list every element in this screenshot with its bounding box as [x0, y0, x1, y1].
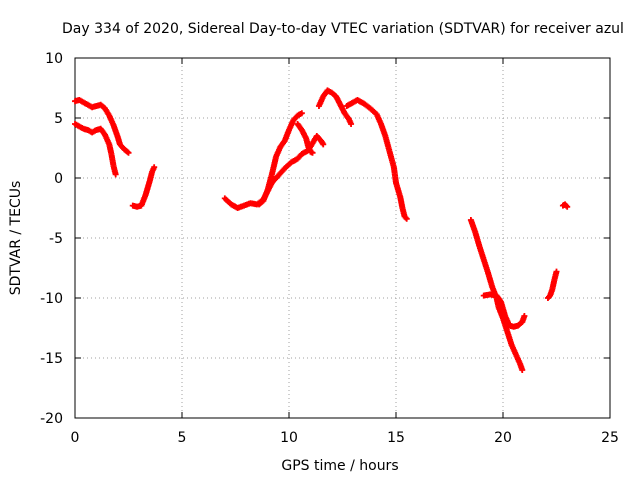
- data-point: [298, 110, 305, 117]
- series-arc-12: [559, 201, 571, 210]
- data-point: [125, 149, 132, 156]
- x-tick-label: 5: [178, 430, 187, 446]
- y-tick-label: 0: [54, 171, 63, 187]
- x-tick-label: 25: [601, 430, 619, 446]
- data-point: [124, 148, 131, 155]
- x-axis-label: GPS time / hours: [281, 458, 398, 474]
- series-arc-3: [129, 164, 158, 210]
- y-tick-label: 10: [45, 51, 63, 67]
- x-tick-label: 10: [280, 430, 298, 446]
- y-tick-label: -20: [40, 411, 63, 427]
- series-arc-5: [256, 110, 305, 208]
- y-axis-label: SDTVAR / TECUs: [8, 181, 24, 296]
- data-point: [309, 149, 316, 156]
- x-tick-label: 20: [494, 430, 512, 446]
- chart-title: Day 334 of 2020, Sidereal Day-to-day VTE…: [62, 21, 624, 37]
- data-point: [112, 171, 119, 178]
- x-tick-label: 0: [71, 430, 80, 446]
- data-point: [521, 313, 528, 319]
- series-arc-1: [72, 97, 132, 156]
- y-tick-label: -5: [49, 231, 63, 247]
- data-point: [553, 268, 560, 275]
- grid-lines: [75, 58, 610, 418]
- y-tick-label: 5: [54, 111, 63, 127]
- series-arc-8: [343, 97, 410, 222]
- series-arc-7: [315, 87, 355, 127]
- y-tick-label: -15: [40, 351, 63, 367]
- series-arc-10: [480, 291, 528, 330]
- data-point: [564, 203, 571, 210]
- series-arc-6: [294, 121, 316, 156]
- data-point: [519, 367, 526, 373]
- series-arc-2: [72, 121, 119, 178]
- x-tick-label: 15: [387, 430, 405, 446]
- data-point: [151, 164, 158, 171]
- data-point: [320, 141, 327, 148]
- data-point: [348, 121, 355, 127]
- y-tick-label: -10: [40, 291, 63, 307]
- series-arc-11: [544, 268, 560, 301]
- axis-ticks: 0 5 10 15 20 25 -20 -15 -10 -5 0 5 10: [40, 51, 619, 446]
- data-points: [72, 87, 571, 373]
- data-point: [403, 215, 410, 222]
